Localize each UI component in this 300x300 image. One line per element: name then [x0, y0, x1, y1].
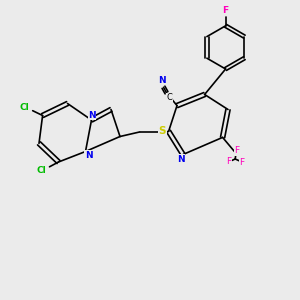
Text: F: F — [239, 158, 244, 167]
Text: N: N — [85, 151, 92, 160]
Text: F: F — [226, 158, 231, 166]
Text: N: N — [88, 111, 96, 120]
Text: S: S — [159, 126, 166, 136]
Text: C: C — [166, 93, 172, 102]
Text: N: N — [177, 155, 184, 164]
Text: F: F — [223, 6, 229, 15]
Text: N: N — [158, 76, 166, 85]
Text: Cl: Cl — [20, 103, 29, 112]
Text: Cl: Cl — [36, 166, 46, 175]
Text: F: F — [234, 146, 239, 155]
